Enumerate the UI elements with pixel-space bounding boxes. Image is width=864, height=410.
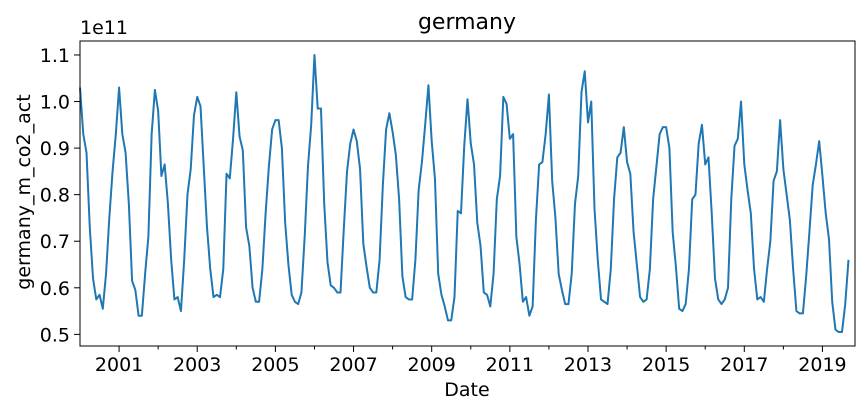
y-tick-label: 0.7 [40,231,70,253]
y-tick-label: 0.5 [40,324,70,346]
x-tick-label: 2011 [486,354,534,376]
x-tick-label: 2009 [408,354,456,376]
x-tick-label: 2013 [564,354,612,376]
x-tick-label: 2001 [95,354,143,376]
x-tick-label: 2017 [720,354,768,376]
y-tick-label: 0.9 [40,138,70,160]
x-tick-label: 2015 [642,354,690,376]
x-axis-title: Date [444,379,489,401]
y-axis-offset-label: 1e11 [80,17,128,39]
y-tick-label: 1.1 [40,45,70,67]
y-axis-title: germany_m_co2_act [13,94,35,289]
series-line-0 [79,53,850,334]
plot-area: 0.5 0.6 0.7 0.8 0.9 1.0 1.1 2001 2003 2005 2007 200… [40,40,856,376]
y-tick-label: 1.0 [40,92,70,114]
x-tick-label: 2007 [329,354,377,376]
chart-title: germany [418,10,516,35]
plot-frame [79,40,856,347]
y-tick-label: 0.6 [40,278,70,300]
x-tick-label: 2003 [173,354,221,376]
x-tick-label: 2005 [251,354,299,376]
x-tick-label: 2019 [798,354,846,376]
y-tick-label: 0.8 [40,185,70,207]
